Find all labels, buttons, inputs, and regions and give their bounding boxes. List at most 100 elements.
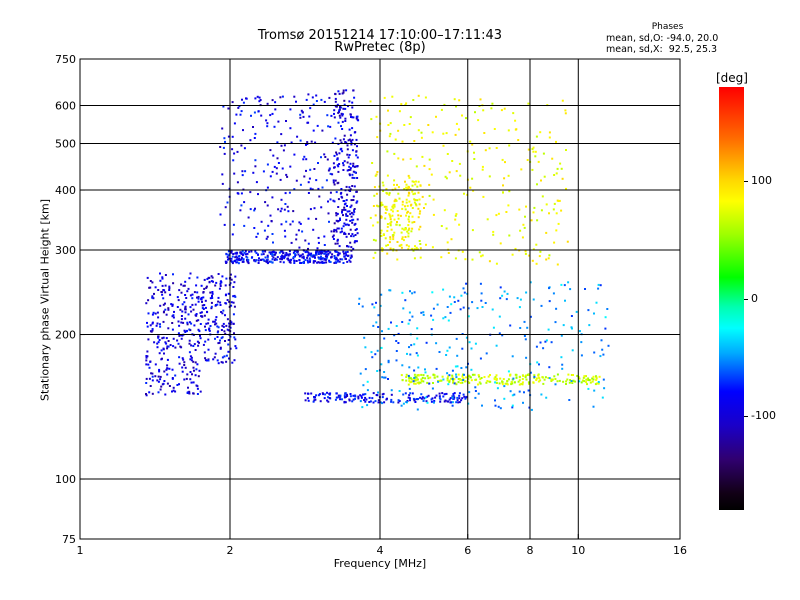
scatter-point [176, 339, 179, 342]
colorbar-tick [744, 181, 748, 182]
scatter-point [243, 201, 246, 204]
scatter-point [225, 354, 228, 357]
scatter-point [509, 390, 512, 393]
scatter-point [561, 367, 564, 370]
scatter-point [220, 361, 223, 364]
scatter-point [317, 162, 319, 164]
scatter-point [419, 225, 422, 228]
scatter-point [255, 181, 258, 184]
scatter-point [328, 96, 331, 99]
scatter-point [183, 378, 186, 381]
scatter-point [374, 400, 377, 403]
scatter-point [407, 218, 410, 221]
scatter-point [471, 177, 474, 180]
scatter-point [453, 296, 456, 299]
scatter-point [548, 131, 551, 134]
scatter-point [350, 204, 353, 207]
scatter-point [352, 165, 355, 168]
scatter-point [408, 380, 411, 382]
scatter-point [319, 257, 322, 260]
scatter-point [480, 299, 483, 302]
scatter-point [427, 124, 430, 126]
scatter-point [409, 157, 412, 160]
scatter-point [234, 295, 237, 298]
scatter-point [409, 188, 412, 191]
scatter-point [401, 227, 404, 230]
scatter-point [421, 195, 424, 198]
scatter-point [425, 341, 428, 344]
scatter-point [295, 233, 298, 236]
scatter-point [561, 363, 564, 366]
scatter-point [197, 297, 200, 300]
scatter-point [207, 358, 210, 361]
scatter-point [587, 387, 590, 390]
scatter-point [422, 380, 425, 383]
scatter-point [221, 275, 224, 278]
scatter-point [295, 179, 298, 182]
scatter-point [157, 380, 160, 383]
scatter-point [163, 380, 166, 382]
scatter-point [339, 139, 342, 142]
scatter-point [488, 147, 491, 150]
scatter-point [352, 213, 355, 216]
scatter-point [411, 315, 414, 318]
scatter-point [248, 250, 251, 253]
scatter-point [225, 277, 228, 280]
scatter-point [448, 171, 451, 174]
scatter-point [413, 378, 416, 381]
scatter-point [407, 245, 410, 248]
scatter-point [348, 173, 351, 176]
scatter-point [329, 198, 332, 201]
scatter-point [156, 346, 159, 349]
scatter-point [432, 373, 435, 376]
scatter-point [227, 350, 230, 353]
scatter-point [388, 241, 391, 244]
scatter-point [342, 89, 345, 92]
phase-colorbar [719, 87, 744, 510]
scatter-point [491, 102, 494, 105]
scatter-point [391, 214, 394, 217]
scatter-point [341, 114, 344, 117]
scatter-point [408, 346, 410, 349]
scatter-point [494, 399, 496, 402]
scatter-point [333, 154, 336, 157]
scatter-point [279, 178, 282, 181]
scatter-point [195, 319, 198, 322]
scatter-point [562, 324, 565, 327]
scatter-point [196, 340, 199, 343]
scatter-point [207, 318, 210, 321]
scatter-point [239, 251, 242, 254]
scatter-point [258, 96, 261, 99]
scatter-point [307, 181, 310, 184]
scatter-point [499, 297, 502, 300]
scatter-point [316, 247, 319, 250]
scatter-point [390, 393, 393, 396]
scatter-point [413, 373, 416, 376]
scatter-point [385, 205, 388, 208]
scatter-point [418, 198, 421, 201]
scatter-point [347, 245, 350, 248]
scatter-point [400, 231, 403, 234]
scatter-point [215, 304, 217, 306]
scatter-point [339, 116, 342, 119]
scatter-point [337, 121, 340, 124]
scatter-point [171, 322, 174, 324]
scatter-point [424, 377, 427, 380]
scatter-point [552, 292, 555, 295]
scatter-point [550, 380, 553, 382]
scatter-point [421, 155, 424, 158]
scatter-point [253, 137, 256, 139]
scatter-point [349, 260, 352, 263]
scatter-point [194, 361, 197, 364]
scatter-point [219, 282, 222, 285]
scatter-point [162, 347, 165, 350]
scatter-point [524, 338, 527, 341]
scatter-point [397, 186, 400, 189]
scatter-point [347, 139, 350, 142]
scatter-point [540, 393, 543, 396]
scatter-point [157, 375, 160, 378]
scatter-point [282, 261, 285, 264]
scatter-point [507, 129, 510, 132]
scatter-point [392, 401, 395, 404]
